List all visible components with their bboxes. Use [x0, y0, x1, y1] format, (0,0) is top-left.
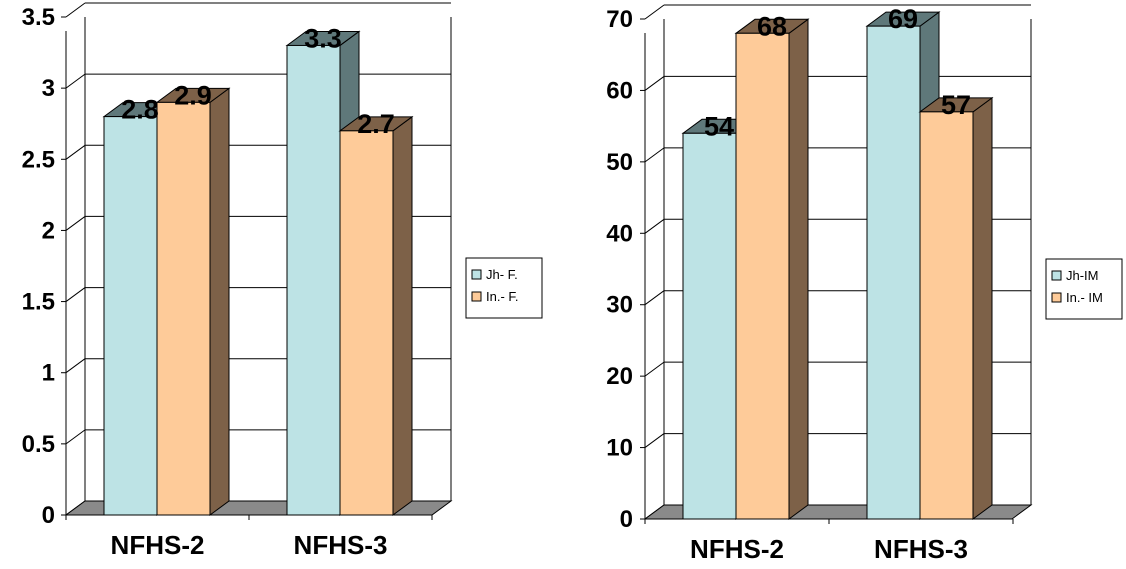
bar-front — [919, 111, 974, 520]
y-tick-label: 3 — [42, 75, 55, 102]
legend-swatch — [471, 291, 482, 302]
legend-label: Jh- F. — [486, 267, 518, 282]
side-wall-gridline — [644, 290, 665, 306]
bar — [918, 96, 994, 520]
bar-front — [735, 32, 790, 520]
bar-front — [286, 44, 341, 516]
side-wall-gridline — [65, 2, 86, 18]
x-category-label: NFHS-3 — [874, 534, 968, 564]
bar-front — [103, 116, 158, 516]
y-tick-label: 3.5 — [22, 4, 55, 31]
data-label: 2.8 — [121, 95, 159, 125]
y-tick-label: 40 — [606, 220, 633, 247]
x-category-label: NFHS-2 — [690, 534, 784, 564]
side-wall-gridline — [644, 4, 665, 20]
y-tick-label: 20 — [606, 363, 633, 390]
bar-side — [392, 115, 413, 516]
side-wall-gridline — [644, 433, 665, 448]
y-tick-label: 2.5 — [22, 146, 55, 173]
data-label: 57 — [941, 90, 971, 120]
bar-side — [972, 96, 993, 520]
legend-box — [1045, 258, 1123, 320]
side-wall-gridline — [644, 218, 665, 234]
bar — [155, 87, 231, 516]
legend-label: Jh-IM — [1066, 268, 1099, 283]
y-tick-label: 0 — [42, 502, 55, 529]
data-label: 2.7 — [357, 109, 395, 139]
bar-front — [339, 130, 394, 516]
side-wall-gridline — [644, 76, 665, 91]
y-tick-label: 60 — [606, 77, 633, 104]
bar — [734, 18, 810, 520]
side-wall-gridline — [644, 147, 665, 163]
legend-swatch — [1051, 292, 1062, 303]
y-tick-label: 0 — [620, 506, 633, 533]
legend: Jh-IM In.- IM — [1045, 258, 1123, 320]
side-wall-gridline — [65, 73, 86, 89]
y-tick-label: 50 — [606, 149, 633, 176]
data-label: 3.3 — [304, 23, 342, 53]
legend-label: In.- F. — [486, 289, 519, 304]
y-tick-label: 30 — [606, 292, 633, 319]
y-tick-label: 0.5 — [22, 431, 55, 458]
chart-2: 0 10 20 30 40 50 60 70 54 68 69 57 NFHS-2 NFHS-3 Jh-IM… — [606, 4, 1123, 564]
side-wall-gridline — [65, 429, 86, 445]
bar-front — [682, 132, 737, 520]
x-category-label: NFHS-3 — [294, 530, 388, 560]
data-label: 2.9 — [174, 80, 212, 110]
legend-box — [465, 257, 543, 319]
y-tick-label: 2 — [42, 217, 55, 244]
chart-1: 0 0.5 1 1.5 2 2.5 3 3.5 2.8 2.9 3.3 2.7 NFHS-2 NFHS-3… — [22, 2, 543, 560]
side-wall-gridline — [65, 358, 86, 374]
legend-swatch — [1051, 270, 1062, 281]
bar — [338, 115, 414, 516]
legend-swatch — [471, 269, 482, 280]
x-category-label: NFHS-2 — [111, 530, 205, 560]
side-wall-gridline — [65, 144, 86, 160]
legend: Jh- F. In.- F. — [465, 257, 543, 319]
side-wall-gridline — [65, 287, 86, 302]
bar-side — [788, 18, 809, 520]
side-wall-gridline — [644, 361, 665, 377]
data-label: 54 — [704, 111, 734, 141]
legend-label: In.- IM — [1066, 290, 1103, 305]
data-label: 69 — [888, 4, 918, 34]
y-tick-label: 1.5 — [22, 289, 55, 316]
y-tick-label: 10 — [606, 435, 633, 462]
y-tick-label: 1 — [42, 360, 55, 387]
y-tick-label: 70 — [606, 6, 633, 33]
bar-side — [209, 87, 230, 516]
bar-front — [866, 25, 921, 520]
side-wall-gridline — [65, 216, 86, 231]
data-label: 68 — [757, 11, 787, 41]
bar-front — [156, 101, 211, 516]
